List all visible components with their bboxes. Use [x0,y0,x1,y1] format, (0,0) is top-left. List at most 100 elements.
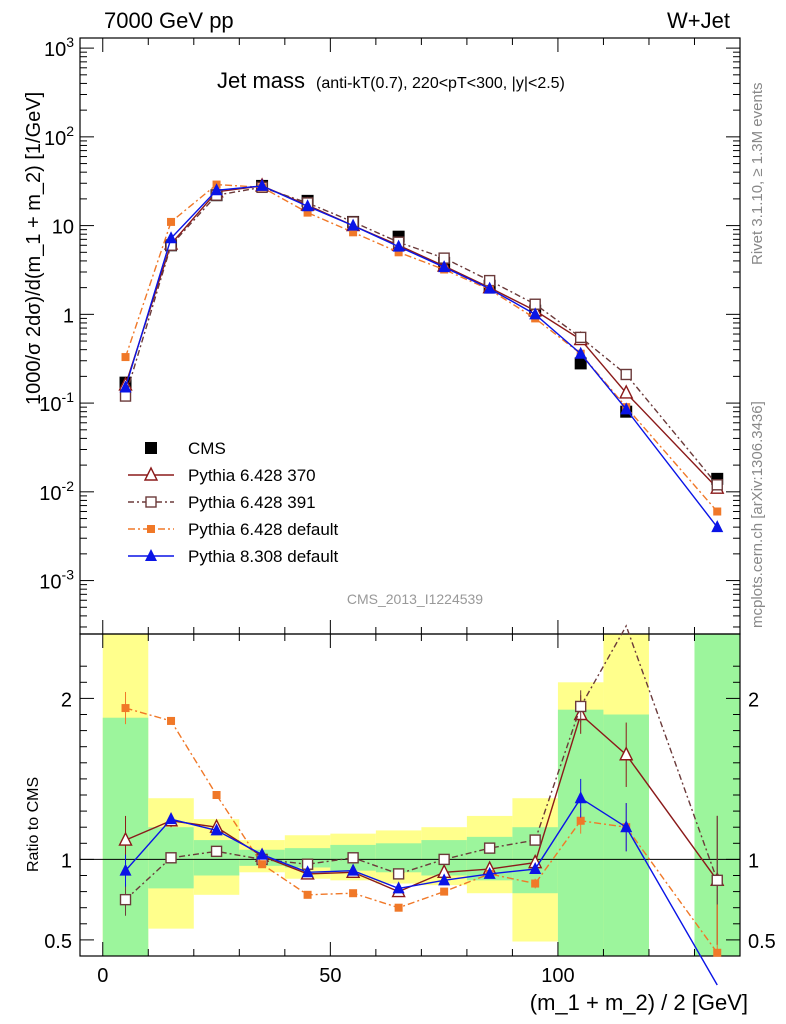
band-green-6 [375,843,422,873]
series-layer [118,177,725,986]
y-tick-label: 10-3 [39,567,74,594]
x-tick-label: 50 [319,965,341,987]
series-4-point-4 [301,199,314,212]
series-3-point-6 [394,248,403,257]
chart-title-main: Jet mass [217,68,305,93]
ratio-point-3-4 [303,890,312,899]
watermark: CMS_2013_I1224539 [347,591,483,607]
x-tick-label: 0 [97,965,108,987]
series-4-point-3 [256,178,269,191]
ratio-point-4-11 [620,820,633,833]
y-tick-label: 10-2 [39,478,74,505]
ratio-point-4-8 [483,866,496,879]
y-tick-label: 103 [44,34,74,61]
ratio-point-4-7 [438,873,451,886]
ratio-point-3-0 [121,704,130,713]
series-4-point-9 [529,307,542,320]
legend-marker-1 [143,466,159,481]
ratio-point-1-11 [619,746,634,761]
series-0-point-10 [574,357,587,370]
ratio-point-2-10 [574,700,587,713]
legend-label-0: CMS [188,439,226,458]
uncertainty-bands [102,634,740,956]
series-2-point-10 [574,331,587,344]
series-4-point-1 [165,231,178,244]
series-3-point-4 [303,208,312,217]
legend-marker-4 [145,549,157,561]
ratio-point-4-3 [256,847,269,860]
legend-marker-0 [145,442,157,454]
series-line-3 [124,183,718,512]
ratio-point-3-3 [258,860,267,869]
ratio-point-4-4 [301,865,314,878]
ratio-point-4-6 [392,881,405,894]
legend-label-1: Pythia 6.428 370 [188,466,316,485]
ratio-point-2-6 [392,868,405,880]
ratio-point-4-1 [165,812,178,825]
series-2-point-11 [620,368,632,381]
main-ylabel: 1000/σ 2dσ)/d(m_1 + m_2) [1/GeV] [23,92,45,405]
series-4-point-6 [392,239,405,252]
rivet-label: Rivet 3.1.10, ≥ 1.3M events [749,83,766,266]
y-tick-label: 102 [44,123,74,150]
legend-label-4: Pythia 8.308 default [188,547,339,566]
ratio-point-2-1 [165,852,177,864]
ratio-point-3-2 [212,791,221,799]
ratio-point-3-12 [713,948,722,957]
y-tick-label: 10-1 [39,389,74,416]
ratio-point-2-5 [347,852,359,864]
ratio-point-4-5 [347,863,360,876]
series-3-point-12 [713,507,722,516]
series-3-point-5 [349,228,358,237]
header-left: 7000 GeV pp [104,8,234,33]
legend-marker-2 [145,496,157,508]
ratio-point-3-9 [531,879,540,888]
x-tick-label: 100 [541,965,574,987]
axes-frame: 10-3 10-2 10-1 1 10 102 103 0.5 0.5 1 1 2 2 0 50 100 [39,34,776,987]
ratio-tick-label: 1 [61,850,72,872]
header-right: W+Jet [667,8,730,33]
series-4-point-5 [347,218,360,231]
ratio-point-4-10 [574,791,587,804]
ratio-ylabel: Ratio to CMS [25,777,42,872]
series-4-point-8 [483,281,496,294]
ratio-point-4-9 [529,862,542,875]
x-axis-label: (m_1 + m_2) / 2 [GeV] [530,990,748,1015]
legend-label-2: Pythia 6.428 391 [188,493,316,512]
ratio-point-2-12 [711,874,723,887]
ratio-tick-label: 0.5 [44,931,72,953]
main-frame [79,37,741,635]
chart-title-detail: (anti-kT(0.7), 220<pT<300, |y|<2.5) [316,75,565,92]
ratio-tick-label-right: 0.5 [748,931,776,953]
series-4-point-7 [438,260,451,273]
ratio-tick-label: 2 [61,689,72,711]
series-4-point-0 [119,380,132,393]
ratio-point-2-7 [438,853,450,866]
ratio-point-4-0 [119,863,132,876]
ratio-point-2-0 [119,893,132,906]
legend-label-3: Pythia 6.428 default [188,520,339,539]
series-3-point-1 [167,217,176,226]
mcplots-label: mcplots.cern.ch [arXiv:1306.3436] [749,401,766,628]
band-green-2 [193,840,240,876]
ratio-point-2-8 [483,842,496,854]
ratio-point-3-7 [440,887,449,896]
ratio-point-4-2 [210,823,223,836]
series-4-point-2 [210,183,223,196]
ratio-tick-label-right: 1 [748,850,759,872]
legend-marker-3 [147,525,155,533]
legend: CMS Pythia 6.428 370 Pythia 6.428 391 Pythi… [128,439,339,566]
series-4-point-10 [574,346,587,359]
y-tick-label: 10 [52,217,74,239]
series-4-point-12 [711,520,724,533]
series-4-point-11 [620,402,633,415]
series-2-point-12 [711,479,723,491]
ratio-point-3-1 [167,716,176,725]
series-1-point-11 [619,384,634,399]
ratio-point-1-0 [118,831,133,846]
ratio-point-2-9 [529,834,541,846]
ratio-point-3-5 [349,889,358,898]
ratio-point-3-6 [394,903,403,912]
y-tick-label: 1 [63,305,74,327]
